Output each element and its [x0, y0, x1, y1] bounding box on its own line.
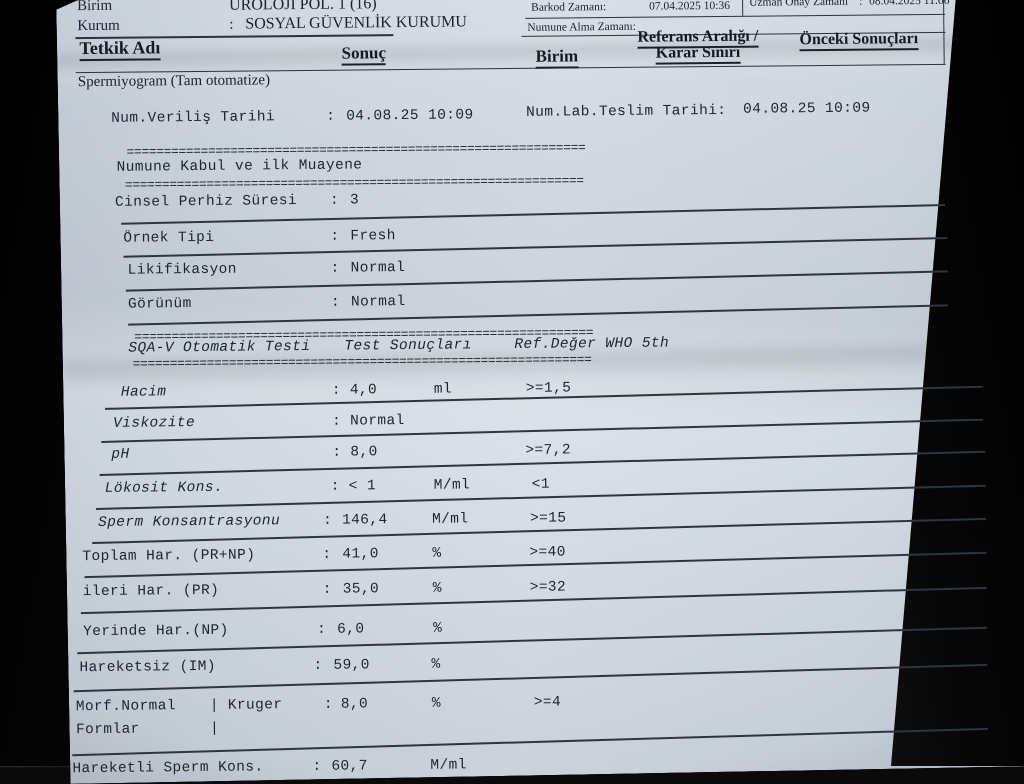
morphology-row-colon: :: [323, 696, 334, 713]
result-row-unit: %: [432, 580, 442, 597]
result-row-unit: M/ml: [433, 477, 471, 494]
result-row-ref: >=15: [529, 510, 567, 527]
intake-row-value: Normal: [350, 260, 406, 277]
morphology-row-ref: >=4: [533, 694, 562, 711]
result-row-colon: :: [313, 657, 323, 674]
intake-row-value: Normal: [350, 294, 406, 311]
section1-separator-bottom: ========================================…: [124, 173, 584, 193]
row-rule: [128, 304, 948, 326]
intake-row-name: Likifikasyon: [127, 261, 237, 279]
result-row-ref: >=32: [529, 579, 567, 596]
section2-col1: SQA-V Otomatik Testi: [128, 338, 311, 357]
intake-row-colon: :: [330, 260, 340, 277]
result-row-colon: :: [322, 512, 333, 529]
result-row-ref: <1: [531, 476, 550, 493]
result-row-value: 59,0: [333, 657, 370, 674]
result-row-colon: :: [322, 546, 332, 563]
result-row-colon: :: [332, 413, 342, 430]
morphology-row-name-line1: Morf.Normal: [75, 698, 177, 716]
result-row-colon: :: [317, 621, 327, 638]
result-row-colon: :: [331, 382, 341, 399]
cut-row-colon: :: [312, 758, 322, 775]
row-rule: [125, 270, 948, 292]
result-row-name: Hacim: [120, 384, 167, 401]
lab-delivery-value: 04.08.25 10:09: [743, 100, 871, 118]
result-row-name: pH: [111, 446, 130, 463]
panel-title: Spermiyogram (Tam otomatize): [77, 72, 271, 91]
result-row-value: 41,0: [342, 546, 379, 563]
result-row-name: Yerinde Har.(NP): [83, 622, 229, 641]
intake-row-colon: :: [330, 294, 341, 311]
lab-delivery-label: Num.Lab.Teslim Tarihi:: [526, 102, 727, 121]
result-row-value: 35,0: [342, 581, 380, 598]
cut-row-name: Hareketli Sperm Kons.: [72, 759, 264, 778]
result-row-value: 4,0: [349, 382, 378, 399]
intake-row-value: Fresh: [350, 228, 396, 245]
section2-col3: Ref.Değer WHO 5th: [514, 335, 670, 353]
result-row-name: Sperm Konsantrasyonu: [97, 513, 281, 531]
result-row-name: Toplam Har. (PR+NP): [82, 547, 256, 566]
result-row-colon: :: [332, 444, 342, 461]
result-row-unit: %: [432, 545, 442, 562]
morphology-row-value: 8,0: [340, 696, 369, 713]
result-row-ref: >=7,2: [525, 442, 571, 459]
row-rule: [101, 418, 984, 443]
morphology-row-name-line2: Formlar: [75, 721, 140, 739]
result-row-name: ileri Har. (PR): [82, 582, 220, 601]
section2-separator-bottom: ========================================…: [132, 352, 592, 372]
result-row-unit: %: [431, 656, 441, 673]
cut-row-value: 60,7: [331, 758, 368, 775]
result-row-colon: :: [330, 478, 340, 495]
result-row-ref: >=1,5: [525, 380, 572, 397]
result-row-value: 6,0: [337, 621, 365, 638]
result-row-value: < 1: [348, 478, 377, 495]
intake-row-value: 3: [349, 192, 360, 209]
morphology-row-pipe-line2: |: [209, 720, 220, 737]
result-row-value: 8,0: [350, 444, 378, 461]
sample-given-value: 04.08.25 10:09: [346, 107, 474, 125]
result-row-colon: :: [322, 581, 332, 598]
sample-given-label: Num.Veriliş Tarihi: [111, 109, 276, 127]
intake-row-name: Görünüm: [127, 296, 192, 313]
morphology-row-pipe: |: [209, 697, 220, 714]
result-row-unit: %: [433, 620, 443, 637]
result-row-unit: M/ml: [431, 511, 469, 528]
intake-row-colon: :: [330, 228, 340, 245]
result-row-name: Hareketsiz (IM): [79, 658, 217, 677]
result-row-ref: >=40: [529, 544, 566, 561]
result-row-value: 146,4: [341, 512, 388, 529]
intake-row-name: Cinsel Perhiz Süresi: [114, 193, 298, 211]
result-row-unit: ml: [433, 381, 453, 398]
result-row-value: Normal: [350, 413, 405, 430]
section2-col2: Test Sonuçları: [344, 337, 472, 355]
section1-title: Numune Kabul ve ilk Muayene: [116, 157, 363, 176]
intake-row-colon: :: [329, 192, 340, 209]
morphology-row-method: Kruger: [227, 697, 283, 714]
result-row-name: Lökosit Kons.: [104, 479, 224, 497]
result-row-name: Viskozite: [113, 415, 196, 432]
sample-given-colon: :: [326, 108, 336, 125]
morphology-row-unit: %: [431, 695, 441, 712]
intake-row-name: Örnek Tipi: [123, 229, 215, 247]
row-rule: [123, 237, 948, 258]
